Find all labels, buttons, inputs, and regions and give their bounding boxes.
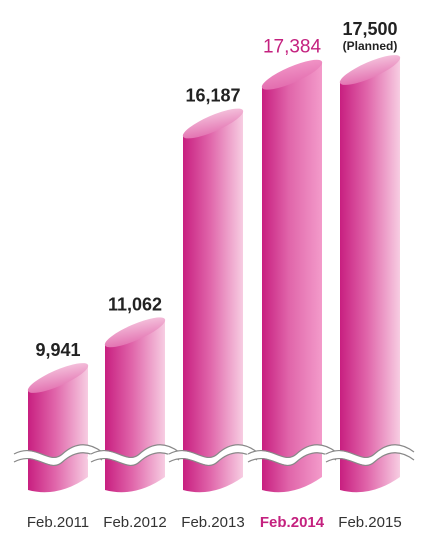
bars-group	[10, 55, 418, 493]
bar-top-cap	[27, 363, 89, 393]
axis-break-band	[165, 445, 261, 465]
category-label: Feb.2012	[103, 514, 166, 531]
axis-break-line	[13, 452, 103, 467]
axis-break-band	[244, 445, 340, 465]
value-label: 16,187	[185, 85, 240, 105]
axis-break-line	[247, 444, 337, 459]
axis-break-line	[168, 452, 258, 467]
axis-break-line	[13, 444, 103, 459]
value-label: 11,062	[108, 294, 162, 314]
axis-break-line	[168, 444, 258, 459]
bar-Feb.2015	[340, 57, 400, 493]
value-note: (Planned)	[343, 39, 398, 53]
bar-top-cap	[182, 108, 244, 139]
bar-top-cap	[339, 55, 401, 85]
bar-top-cap	[261, 59, 323, 90]
axis-break-line	[247, 452, 337, 467]
axis-break-band	[322, 445, 418, 465]
axis-break-line	[90, 452, 180, 467]
bar-Feb.2013	[183, 110, 243, 493]
bar-top-cap	[104, 317, 166, 348]
axis-break-line	[90, 444, 180, 459]
category-label: Feb.2015	[338, 514, 401, 531]
bar-Feb.2014	[262, 61, 322, 493]
axis-break-line	[325, 452, 415, 467]
axis-break-band	[87, 445, 183, 465]
labels-group: 9,941 Feb.2011 11,062 Feb.2012 16,187 Feb.201…	[27, 19, 402, 531]
category-label: Feb.2014	[260, 514, 325, 531]
value-label: 17,500	[342, 19, 397, 39]
value-label: 17,384	[263, 37, 322, 58]
category-label: Feb.2011	[27, 514, 89, 531]
value-label: 9,941	[35, 340, 80, 360]
category-label: Feb.2013	[181, 514, 244, 531]
axis-break-line	[325, 444, 415, 459]
axis-break-band	[10, 445, 106, 465]
